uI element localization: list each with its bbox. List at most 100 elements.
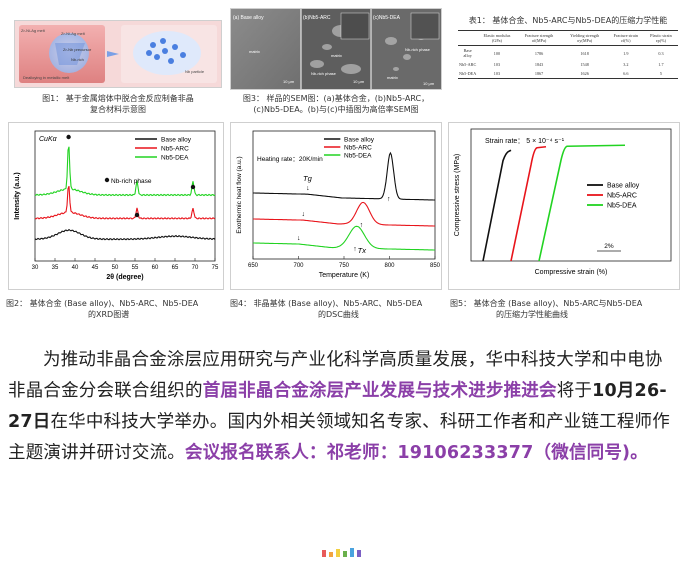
figure-4-caption: 图4： 非晶基体 (Base alloy)、Nb5-ARC、Nb5-DEA 的D… [230,298,450,320]
dsc-x-tick-label: 750 [339,263,350,269]
table-cell: 1618 [580,50,589,56]
figure-1-schematic: Zr-Ni-Ag melt Zr-Ni-Ag melt Zr-Nb precur… [14,20,222,88]
xrd-legend-entry: Nb5-ARC [161,146,189,153]
fig1-label-2: Zr-Nb precursor [63,47,92,52]
footer-dot [357,550,361,557]
xrd-xlabel: 2θ (degree) [106,274,143,281]
cmp-series-line [482,149,512,262]
figure-5-caption-line2: 的压缩力学性能曲线 [496,310,568,319]
table-cell: 1548 [580,62,589,67]
sem-c-scale: 10 μm [423,81,435,86]
table-cell: 103 [493,62,501,67]
fig1-label-1: Zr-Ni-Ag melt [61,31,86,36]
dsc-tx-arrow: ↑ [360,222,364,229]
dsc-xlabel: Temperature (K) [319,272,370,279]
cmp-legend-entry: Nb5-DEA [607,203,637,210]
figure-2-caption-line2: 的XRD图谱 [88,310,130,319]
table-cell: 1626 [580,71,589,76]
cmp-xlabel: Compressive strain (%) [535,269,608,276]
xrd-series-line [34,186,216,220]
table-header-cell: Fracture strain εf(%) [613,33,638,43]
xrd-legend-entry: Nb5-DEA [161,155,189,162]
figure-2-caption: 图2： 基体合金 (Base alloy)、Nb5-ARC、Nb5-DEA 的X… [6,298,230,320]
footer-dot [343,551,347,557]
table-cell: Base alloy [463,48,472,58]
xrd-x-tick-label: 65 [172,265,179,271]
xrd-series-line [34,228,216,241]
xrd-x-tick-label: 40 [72,265,79,271]
dsc-legend-entry: Base alloy [344,137,375,144]
footer-dot [350,548,354,557]
table-cell: 1843 [534,62,544,67]
footer-dot [336,549,340,557]
conference-date: 10月26-27日 [8,381,667,432]
sem-c-matrix: matrix [387,75,398,80]
cmp-scale-label: 2% [604,243,614,250]
table-cell: 100 [493,50,501,56]
dsc-x-tick-label: 800 [384,263,395,269]
cmp-series-line [510,145,547,262]
figure-1-caption: 图1： 基于金属熔体中脱合金反应制备非晶 复合材料示意图 [14,93,222,115]
fig1-label-4: Dealloying in metallic melt [23,75,70,80]
cmp-annotation: Strain rate： 5 × 10⁻⁴ s⁻¹ [485,138,565,145]
dsc-chart: 650 700 750 800 850 Temperature (K) Exothermic… [236,130,441,279]
cmp-legend-entry: Base alloy [607,183,640,190]
table-cell: Nb5-ARC [459,62,477,67]
figure-3-caption-line2: (c)Nb5-DEA。(b)与(c)中插图为高倍率SEM图 [253,105,419,114]
dsc-tx-arrow: ↑ [387,196,391,203]
para-text-2: 将于 [556,381,593,401]
figure-3-caption-line1: 图3： 样品的SEM图：(a)基体合金，(b)Nb5-ARC， [242,94,430,103]
xrd-x-tick-label: 50 [112,265,119,271]
dsc-tg-arrow: ↓ [297,235,301,242]
dsc-tg-arrow: ↓ [306,185,310,192]
table-cell: 6.6 [623,71,629,76]
table-cell: 103 [493,71,501,76]
dsc-tg-label: Tg [303,174,313,183]
table-row: Nb5-ARC 103 1843 1548 3.2 1.7 [458,60,678,69]
xrd-legend-marker [104,177,110,183]
figure-4-dsc: 650 700 750 800 850 Temperature (K) Exothermic… [230,122,442,290]
table-header-cell: Fracture strength σf(MPa) [524,33,554,43]
footer-dot [322,550,326,557]
sem-a-matrix: matrix [249,49,260,54]
table-header-row: Elastic modulus (GPa) Fracture strength … [458,30,678,46]
dsc-series-line [253,225,435,251]
xrd-marker-label: Nb-rich phase [111,178,152,185]
figure-5-compression: Compressive strain (%) Compressive stress… [448,122,680,290]
xrd-x-tick-label: 45 [92,265,99,271]
table-header-cell: Elastic modulus (GPa) [483,33,511,43]
table-cell: 1.9 [623,50,629,56]
dsc-annotation: Heating rate：20K/min [257,156,323,163]
table-cell: 1867 [534,71,544,76]
table-cell: 3.2 [623,62,629,67]
xrd-x-tick-label: 35 [52,265,59,271]
xrd-legend-entry: Base alloy [161,137,192,144]
sem-images: (a) Base alloy matrix 10 μm (b)Nb5-ARC m… [231,9,441,89]
xrd-x-tick-label: 55 [132,265,139,271]
sem-b-label: (b)Nb5-ARC [303,15,331,21]
sem-b-scale: 10 μm [353,79,365,84]
figure-2-caption-line1: 图2： 基体合金 (Base alloy)、Nb5-ARC、Nb5-DEA [6,299,199,308]
compression-chart: Compressive strain (%) Compressive stress… [454,128,672,276]
sem-c-label: (c)Nb5-DEA [373,15,401,21]
table-row: Nb5-DEA 103 1867 1626 6.6 5 [458,69,678,79]
footer-decoration [322,548,361,557]
xrd-series-line [34,146,216,197]
xrd-peak-marker [134,212,140,218]
table-header-cell [458,31,477,46]
figure-3-caption: 图3： 样品的SEM图：(a)基体合金，(b)Nb5-ARC， (c)Nb5-D… [226,93,446,115]
dsc-x-tick-label: 650 [248,263,259,269]
cmp-ylabel: Compressive stress (MPa) [454,154,461,236]
para-text-3: 在华中科技大学举办。国内外相关领域知名专家、科研工作者和产业链工程师作主题演讲并… [8,412,670,463]
table-1-title: 表1： 基体合金、Nb5-ARC与Nb5-DEA的压缩力学性能 [468,16,668,25]
figure-3-sem: (a) Base alloy matrix 10 μm (b)Nb5-ARC m… [230,8,442,90]
fig1-label-3: Nb-rich [71,57,84,62]
figure-4-caption-line1: 图4： 非晶基体 (Base alloy)、Nb5-ARC、Nb5-DEA [230,299,423,308]
announcement-paragraph: 为推动非晶合金涂层应用研究与产业化科学高质量发展，华中科技大学和中电协非晶合金分… [8,345,680,469]
conference-name: 首届非晶合金涂层产业发展与技术进步推进会 [202,381,557,401]
xrd-x-tick-label: 60 [152,265,159,271]
sem-c-nb: Nb-rich phase [405,47,431,52]
para-text-1: 为推动非晶合金涂层应用研究与产业化科学高质量发展，华中科技大学和中电协非晶合金分… [8,350,663,401]
dsc-legend-entry: Nb5-ARC [344,145,372,152]
dsc-series-line [253,151,435,201]
